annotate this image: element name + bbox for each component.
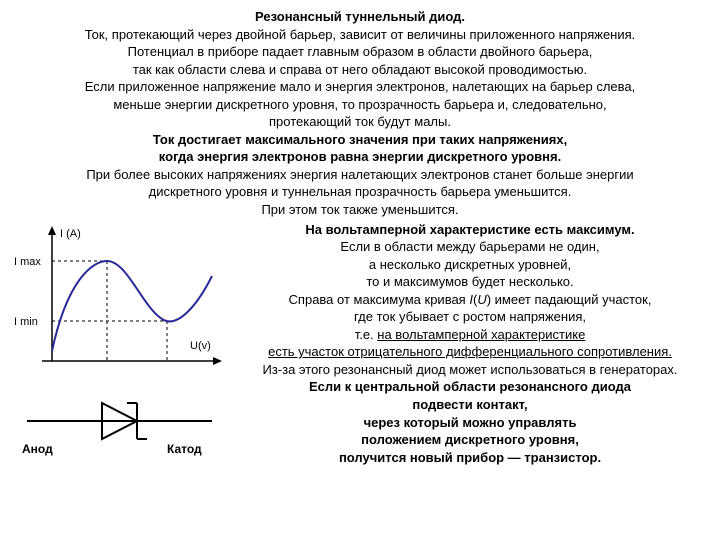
text-line: меньше энергии дискретного уровня, то пр… bbox=[12, 96, 708, 114]
text-line: При этом ток также уменьшится. bbox=[12, 201, 708, 219]
content-row: I (A) U(v) I max I min Анод Катод На вол… bbox=[12, 221, 708, 467]
text-line: через который можно управлять bbox=[232, 414, 708, 432]
iv-chart: I (A) U(v) I max I min bbox=[12, 221, 232, 381]
text-line: получится новый прибор — транзистор. bbox=[232, 449, 708, 467]
text-line: так как области слева и справа от него о… bbox=[12, 61, 708, 79]
right-paragraph: На вольтамперной характеристике есть мак… bbox=[232, 221, 708, 467]
text-line: Ток достигает максимального значения при… bbox=[12, 131, 708, 149]
text-line: то и максимумов будет несколько. bbox=[232, 273, 708, 291]
top-paragraph: Ток, протекающий через двойной барьер, з… bbox=[12, 26, 708, 219]
y-arrow bbox=[48, 226, 56, 235]
text-line: Если в области между барьерами не один, bbox=[232, 238, 708, 256]
text-line: т.е. на вольтамперной характеристике bbox=[232, 326, 708, 344]
text-line: а несколько дискретных уровней, bbox=[232, 256, 708, 274]
text-line: дискретного уровня и туннельная прозрачн… bbox=[12, 183, 708, 201]
text-line: Если к центральной области резонансного … bbox=[232, 378, 708, 396]
x-arrow bbox=[213, 357, 222, 365]
text-line: где ток убывает с ростом напряжения, bbox=[232, 308, 708, 326]
text-line: Если приложенное напряжение мало и энерг… bbox=[12, 78, 708, 96]
diode-symbol: Анод Катод bbox=[12, 381, 232, 461]
text-line: При более высоких напряжениях энергия на… bbox=[12, 166, 708, 184]
text-line: Из-за этого резонансный диод может испол… bbox=[232, 361, 708, 379]
x-axis-label: U(v) bbox=[190, 340, 211, 352]
iv-curve bbox=[52, 261, 212, 351]
page-title: Резонансный туннельный диод. bbox=[12, 8, 708, 26]
text-line: Справа от максимума кривая I(U) имеет па… bbox=[232, 291, 708, 309]
text-line: подвести контакт, bbox=[232, 396, 708, 414]
chart-column: I (A) U(v) I max I min Анод Катод bbox=[12, 221, 232, 461]
cathode-label: Катод bbox=[167, 442, 202, 456]
text-line: Потенциал в приборе падает главным образ… bbox=[12, 43, 708, 61]
text-line: На вольтамперной характеристике есть мак… bbox=[232, 221, 708, 239]
text-line: есть участок отрицательного дифференциал… bbox=[232, 343, 708, 361]
text-line: Ток, протекающий через двойной барьер, з… bbox=[12, 26, 708, 44]
y-axis-label: I (A) bbox=[60, 228, 81, 240]
imax-label: I max bbox=[14, 256, 41, 268]
text-line: когда энергия электронов равна энергии д… bbox=[12, 148, 708, 166]
text-line: положением дискретного уровня, bbox=[232, 431, 708, 449]
anode-label: Анод bbox=[22, 442, 53, 456]
imin-label: I min bbox=[14, 316, 38, 328]
text-line: протекающий ток будут малы. bbox=[12, 113, 708, 131]
